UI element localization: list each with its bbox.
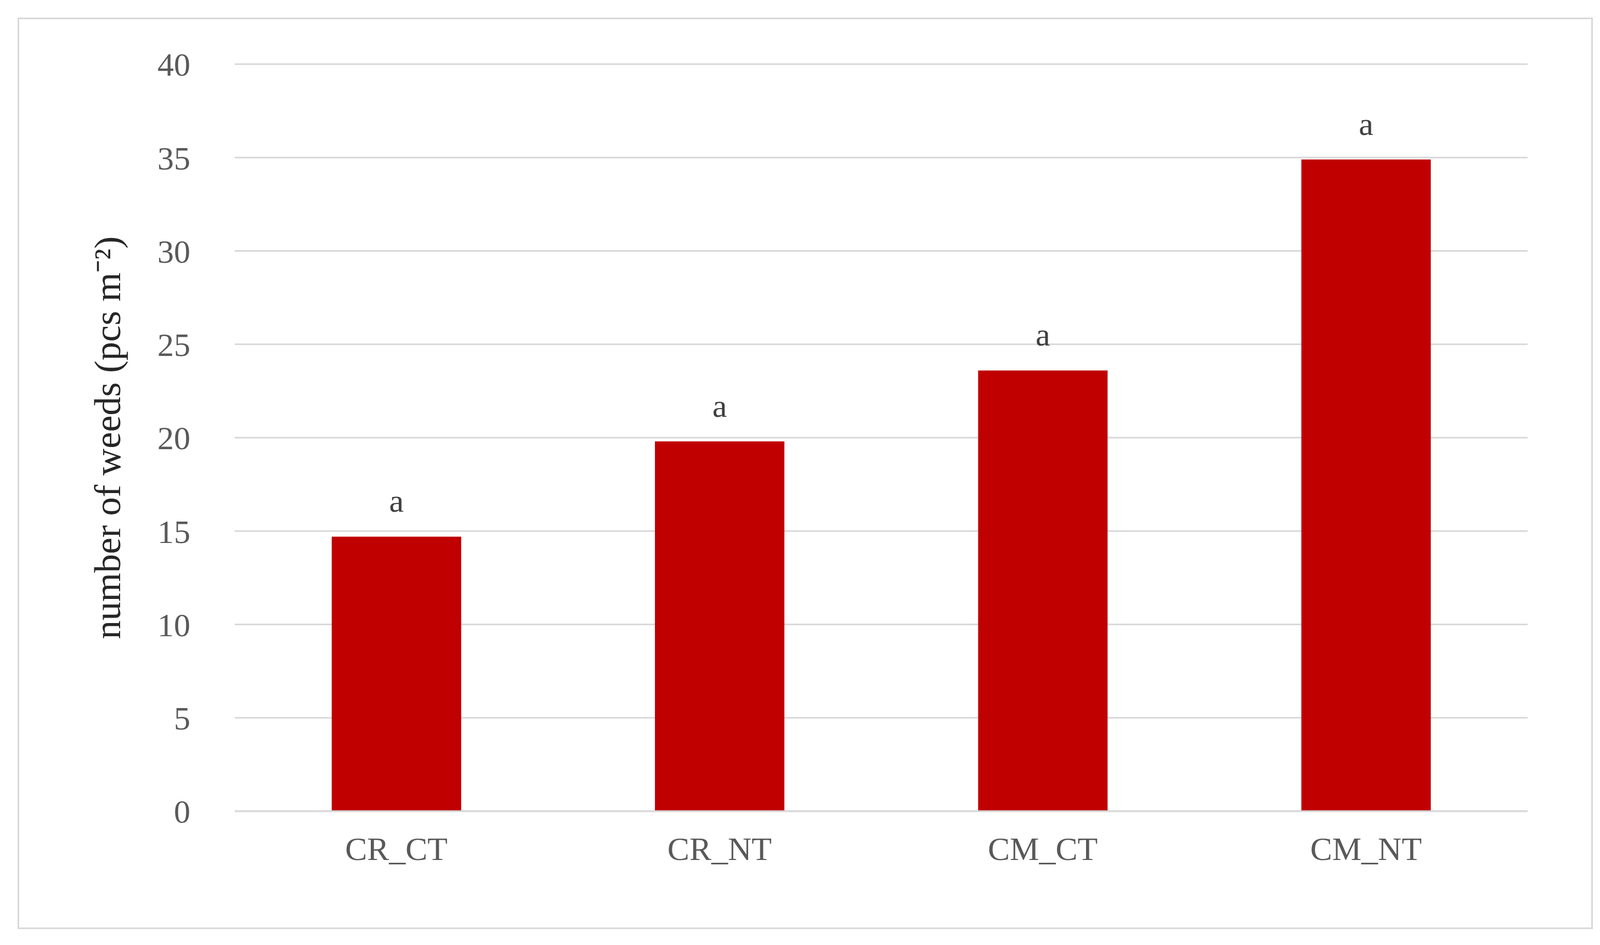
svg-text:CR_CT: CR_CT	[345, 830, 448, 868]
svg-text:5: 5	[173, 700, 191, 737]
svg-text:0: 0	[173, 793, 191, 830]
svg-text:number of weeds (pcs m⁻²): number of weeds (pcs m⁻²)	[86, 236, 129, 640]
svg-text:15: 15	[157, 513, 191, 551]
svg-text:CM_NT: CM_NT	[1310, 830, 1422, 868]
svg-text:a: a	[388, 482, 404, 519]
svg-text:30: 30	[157, 233, 191, 270]
svg-text:10: 10	[157, 607, 191, 644]
svg-text:25: 25	[157, 326, 191, 364]
svg-text:a: a	[1358, 105, 1374, 143]
svg-text:a: a	[712, 387, 728, 424]
svg-text:CR_NT: CR_NT	[667, 830, 772, 868]
svg-text:35: 35	[157, 140, 191, 177]
svg-text:CM_CT: CM_CT	[987, 830, 1098, 868]
svg-text:40: 40	[157, 46, 191, 83]
svg-text:a: a	[1035, 316, 1051, 353]
svg-text:20: 20	[157, 420, 191, 457]
